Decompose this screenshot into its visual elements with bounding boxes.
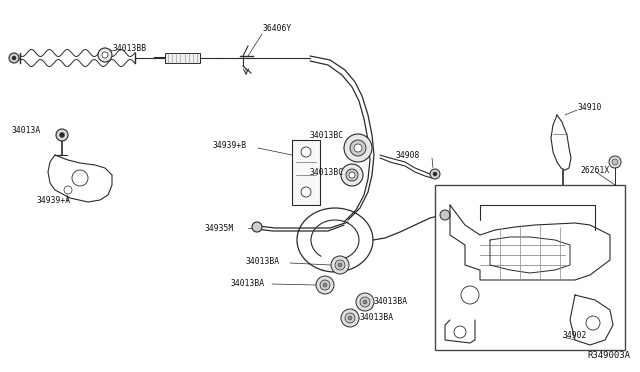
Circle shape <box>612 159 618 165</box>
Circle shape <box>430 169 440 179</box>
Circle shape <box>331 256 349 274</box>
Circle shape <box>338 263 342 267</box>
Circle shape <box>341 164 363 186</box>
Circle shape <box>12 56 16 60</box>
Circle shape <box>98 48 112 62</box>
Circle shape <box>301 147 311 157</box>
Circle shape <box>320 280 330 290</box>
Circle shape <box>345 313 355 323</box>
Circle shape <box>354 144 362 152</box>
Circle shape <box>60 132 65 138</box>
Circle shape <box>102 52 108 58</box>
Circle shape <box>346 169 358 181</box>
Text: 34908: 34908 <box>396 151 420 160</box>
Text: 34013BC: 34013BC <box>310 131 344 140</box>
Circle shape <box>433 172 437 176</box>
Circle shape <box>56 129 68 141</box>
Circle shape <box>440 210 450 220</box>
Circle shape <box>609 156 621 168</box>
Text: 34939+A: 34939+A <box>37 196 71 205</box>
Circle shape <box>454 326 466 338</box>
Text: 34939+B: 34939+B <box>213 141 247 150</box>
Circle shape <box>349 172 355 178</box>
Circle shape <box>252 222 262 232</box>
Text: 34013BA: 34013BA <box>374 298 408 307</box>
Text: 34935M: 34935M <box>205 224 234 232</box>
Bar <box>165 53 200 63</box>
Text: R349003A: R349003A <box>587 351 630 360</box>
Circle shape <box>323 283 327 287</box>
Circle shape <box>348 316 352 320</box>
Circle shape <box>301 187 311 197</box>
Circle shape <box>360 297 370 307</box>
Circle shape <box>9 53 19 63</box>
Text: 34013BC: 34013BC <box>310 167 344 176</box>
Circle shape <box>461 286 479 304</box>
Circle shape <box>64 186 72 194</box>
Circle shape <box>72 170 88 186</box>
Text: 36406Y: 36406Y <box>263 23 292 32</box>
Circle shape <box>341 309 359 327</box>
Circle shape <box>344 134 372 162</box>
Text: 34013BA: 34013BA <box>231 279 265 288</box>
Text: 34013A: 34013A <box>12 125 41 135</box>
Circle shape <box>356 293 374 311</box>
Text: 34910: 34910 <box>578 103 602 112</box>
Circle shape <box>363 300 367 304</box>
Text: 26261X: 26261X <box>580 166 609 174</box>
Bar <box>292 140 320 205</box>
Text: 34013BA: 34013BA <box>246 257 280 266</box>
Circle shape <box>350 140 366 156</box>
Circle shape <box>335 260 345 270</box>
Text: 34013BA: 34013BA <box>360 312 394 321</box>
Text: 34013BB: 34013BB <box>113 44 147 52</box>
Bar <box>435 185 625 350</box>
Text: 34902: 34902 <box>563 330 588 340</box>
Circle shape <box>586 316 600 330</box>
Circle shape <box>316 276 334 294</box>
